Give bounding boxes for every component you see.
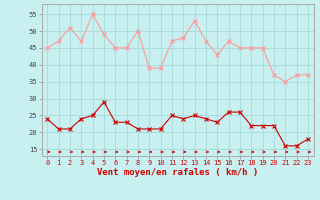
X-axis label: Vent moyen/en rafales ( km/h ): Vent moyen/en rafales ( km/h ) — [97, 168, 258, 177]
